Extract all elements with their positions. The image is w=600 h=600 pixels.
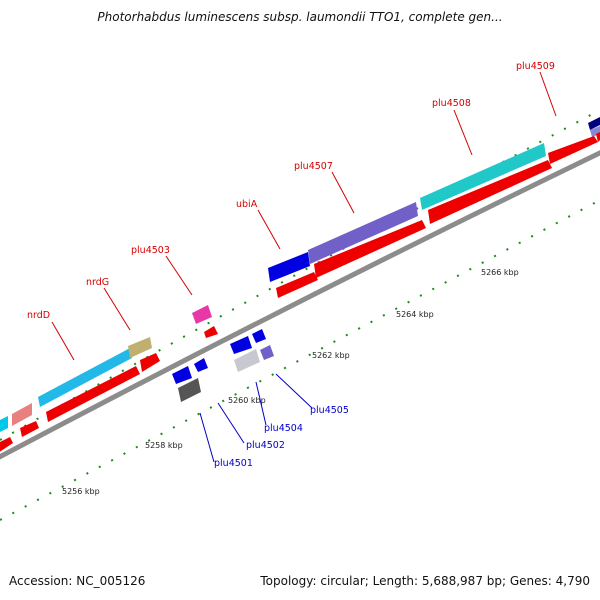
cds-arrow: [20, 421, 39, 437]
cds-arrow: [140, 353, 160, 372]
gene-label: plu4505: [310, 405, 349, 416]
leader-line: [275, 373, 313, 409]
leader-line: [51, 321, 75, 361]
leader-line: [165, 255, 193, 296]
gene-label: plu4501: [214, 458, 253, 469]
gene-block-pink-left: [12, 403, 32, 426]
scale-label: 5256 kbp: [62, 487, 100, 496]
reverse-genes: [172, 329, 274, 402]
tick-row-outer-top: [0, 109, 600, 441]
gene-block-plu4502: [172, 366, 192, 384]
gene-block-blue-ubiA: [268, 252, 310, 282]
map-title: Photorhabdus luminescens subsp. laumondi…: [97, 10, 503, 24]
gene-block-purple-4505: [260, 345, 274, 360]
forward-cds-arrows: [0, 132, 600, 452]
cds-arrow: [204, 326, 218, 338]
leader-line: [453, 109, 473, 156]
leader-line: [199, 412, 215, 463]
leader-line: [103, 287, 131, 331]
bottom-labels: plu4501 plu4502 plu4504 plu4505: [214, 405, 349, 469]
leader-line: [255, 381, 267, 426]
gene-label: plu4503: [131, 245, 170, 256]
top-genes: [0, 117, 600, 432]
scale-labels: 5256 kbp 5258 kbp 5260 kbp 5262 kbp 5264…: [62, 268, 519, 496]
gene-block-cyan-1: [38, 348, 132, 407]
gene-block-blue-4504b: [230, 336, 252, 354]
gene-block-olive: [128, 337, 152, 358]
top-leaders: [51, 71, 557, 361]
scale-label: 5260 kbp: [228, 396, 266, 405]
cds-arrow: [276, 272, 318, 298]
gene-block-cyan-left: [0, 416, 8, 432]
leader-line: [539, 71, 557, 117]
gene-block-plu4504: [234, 349, 260, 372]
gene-label: nrdG: [86, 277, 109, 288]
gene-label: nrdD: [27, 310, 50, 321]
top-labels: nrdD nrdG plu4503 ubiA plu4507 plu4508 p…: [27, 61, 555, 321]
genome-summary-text: Topology: circular; Length: 5,688,987 bp…: [260, 574, 590, 588]
gene-label: ubiA: [236, 199, 258, 210]
cds-arrow: [428, 160, 552, 224]
cds-arrow: [0, 437, 13, 452]
cds-arrow: [596, 132, 600, 142]
cds-arrow: [548, 136, 598, 164]
gene-label: plu4508: [432, 98, 471, 109]
cds-arrow: [314, 220, 426, 278]
gene-block-magenta: [192, 305, 212, 324]
scale-label: 5262 kbp: [312, 351, 350, 360]
gene-block-plu4501: [178, 378, 201, 402]
bottom-leaders: [199, 373, 313, 463]
scale-label: 5258 kbp: [145, 441, 183, 450]
tick-marks: [0, 109, 600, 521]
gene-label: plu4502: [246, 440, 285, 451]
tick-row-inner: [0, 199, 600, 521]
gene-block-cyan-2: [420, 143, 546, 210]
cds-arrow: [46, 366, 140, 422]
leader-line: [257, 209, 281, 250]
gene-block-navy: [588, 117, 600, 130]
gene-block-blue-small: [194, 358, 208, 372]
gene-block-blue-4505: [252, 329, 266, 343]
gene-label: plu4509: [516, 61, 555, 72]
gene-block-purple: [308, 202, 418, 264]
accession-text: Accession: NC_005126: [9, 574, 146, 588]
genome-backbone: [0, 150, 600, 460]
leader-line: [331, 171, 355, 214]
gene-label: plu4504: [264, 423, 303, 434]
scale-label: 5266 kbp: [481, 268, 519, 277]
scale-label: 5264 kbp: [396, 310, 434, 319]
leader-line: [217, 402, 245, 444]
gene-label: plu4507: [294, 161, 333, 172]
